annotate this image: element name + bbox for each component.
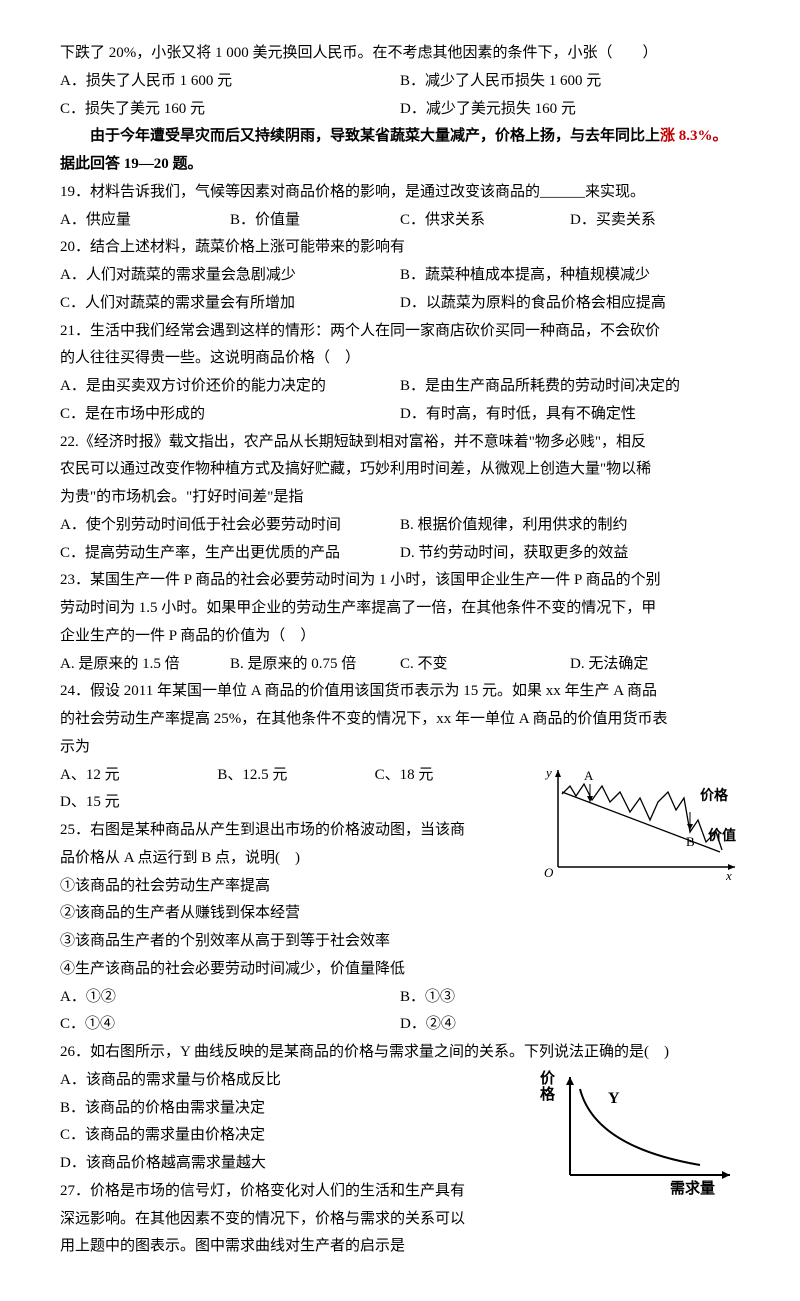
q24-stem-1: 24．假设 2011 年某国一单位 A 商品的价值用该国货币表示为 15 元。如… [60,678,740,706]
q25-opt-d: D．②④ [400,1011,740,1039]
q19-opt-a: A．供应量 [60,207,230,235]
q19-stem: 19．材料告诉我们，气候等因素对商品价格的影响，是通过改变该商品的______来… [60,179,740,207]
q21-opt-b: B．是由生产商品所耗费的劳动时间决定的 [400,373,740,401]
q22-stem-1: 22.《经济时报》载文指出，农产品从长期短缺到相对富裕，并不意味着"物多必贱"，… [60,429,740,457]
y-axis-label-1: 价 [540,1070,556,1087]
q21-stem-1: 21．生活中我们经常会遇到这样的情形：两个人在同一家商店砍价买同一种商品，不会砍… [60,318,740,346]
q21-opt-c: C．是在市场中形成的 [60,401,400,429]
q23-options: A. 是原来的 1.5 倍 B. 是原来的 0.75 倍 C. 不变 D. 无法… [60,651,740,679]
origin-label: O [544,865,554,880]
axis-y-label: y [544,765,552,780]
q24-opt-b: B、12.5 元 [217,762,374,790]
x-axis-label: 需求量 [670,1179,715,1197]
q24-stem-3: 示为 [60,734,740,762]
q26-q27-block: 价 格 Y 需求量 A．该商品的需求量与价格成反比 B．该商品的价格由需求量决定… [60,1067,740,1261]
q23-stem-1: 23．某国生产一件 P 商品的社会必要劳动时间为 1 小时，该国甲企业生产一件 … [60,567,740,595]
q22-options-row2: C．提高劳动生产率，生产出更优质的产品 D. 节约劳动时间，获取更多的效益 [60,540,740,568]
q20-opt-a: A．人们对蔬菜的需求量会急剧减少 [60,262,400,290]
q24-opt-a: A、12 元 [60,762,217,790]
q19-opt-d: D．买卖关系 [570,207,740,235]
q23-opt-b: B. 是原来的 0.75 倍 [230,651,400,679]
price-wave-chart: y x O A B 价格 价值 [540,762,740,882]
price-label: 价格 [700,787,729,804]
context-post: 据此回答 19—20 题。 [60,156,203,172]
q18-options-row1: A．损失了人民币 1 600 元 B．减少了人民币损失 1 600 元 [60,68,740,96]
q22-opt-d: D. 节约劳动时间，获取更多的效益 [400,540,740,568]
q21-opt-a: A．是由买卖双方讨价还价的能力决定的 [60,373,400,401]
point-a-label: A [584,768,594,783]
value-label: 价值 [708,827,736,844]
q23-opt-c: C. 不变 [400,651,570,679]
q21-options-row2: C．是在市场中形成的 D．有时高，有时低，具有不确定性 [60,401,740,429]
y-axis-label-2: 格 [540,1085,556,1103]
q24-q25-block: y x O A B 价格 价值 A、12 元 B、12.5 元 C、18 元 D… [60,762,740,1040]
q25-opt-b: B．①③ [400,984,740,1012]
q27-stem-3: 用上题中的图表示。图中需求曲线对生产者的启示是 [60,1233,740,1261]
q26-stem: 26．如右图所示，Y 曲线反映的是某商品的价格与需求量之间的关系。下列说法正确的… [60,1039,740,1067]
q21-options-row1: A．是由买卖双方讨价还价的能力决定的 B．是由生产商品所耗费的劳动时间决定的 [60,373,740,401]
q20-stem: 20．结合上述材料，蔬菜价格上涨可能带来的影响有 [60,234,740,262]
q21-stem-2: 的人往往买得贵一些。这说明商品价格（ ） [60,345,740,373]
q22-stem-2: 农民可以通过改变作物种植方式及搞好贮藏，巧妙利用时间差，从微观上创造大量"物以稀 [60,456,740,484]
q19-opt-b: B．价值量 [230,207,400,235]
q25-options-row2: C．①④ D．②④ [60,1011,740,1039]
q22-opt-b: B. 根据价值规律，利用供求的制约 [400,512,740,540]
q25-opt-a: A．①② [60,984,400,1012]
q18-opt-b: B．减少了人民币损失 1 600 元 [400,68,740,96]
q20-opt-c: C．人们对蔬菜的需求量会有所增加 [60,290,400,318]
q25-o2: ②该商品的生产者从赚钱到保本经营 [60,900,740,928]
q18-stem-cont: 下跌了 20%，小张又将 1 000 美元换回人民币。在不考虑其他因素的条件下，… [60,40,740,68]
q23-opt-a: A. 是原来的 1.5 倍 [60,651,230,679]
q21-opt-d: D．有时高，有时低，具有不确定性 [400,401,740,429]
q22-options-row1: A．使个别劳动时间低于社会必要劳动时间 B. 根据价值规律，利用供求的制约 [60,512,740,540]
q23-opt-d: D. 无法确定 [570,651,740,679]
axis-x-label: x [725,868,732,882]
q24-stem-2: 的社会劳动生产率提高 25%，在其他条件不变的情况下，xx 年一单位 A 商品的… [60,706,740,734]
q27-stem-2: 深远影响。在其他因素不变的情况下，价格与需求的关系可以 [60,1206,740,1234]
q22-stem-3: 为贵"的市场机会。"打好时间差"是指 [60,484,740,512]
q18-opt-a: A．损失了人民币 1 600 元 [60,68,400,96]
q25-o4: ④生产该商品的社会必要劳动时间减少，价值量降低 [60,956,740,984]
q24-opt-c: C、18 元 [375,762,532,790]
q22-opt-c: C．提高劳动生产率，生产出更优质的产品 [60,540,400,568]
context-red: 涨 8.3%。 [660,128,728,144]
q18-opt-c: C．损失了美元 160 元 [60,96,400,124]
q20-options-row2: C．人们对蔬菜的需求量会有所增加 D．以蔬菜为原料的食品价格会相应提高 [60,290,740,318]
q18-options-row2: C．损失了美元 160 元 D．减少了美元损失 160 元 [60,96,740,124]
q19-opt-c: C．供求关系 [400,207,570,235]
q24-options-row1: A、12 元 B、12.5 元 C、18 元 [60,762,532,790]
q22-opt-a: A．使个别劳动时间低于社会必要劳动时间 [60,512,400,540]
curve-y-label: Y [608,1090,620,1107]
q18-opt-d: D．减少了美元损失 160 元 [400,96,740,124]
context-pre: 由于今年遭受旱灾而后又持续阴雨，导致某省蔬菜大量减产，价格上扬，与去年同比上 [90,128,660,144]
q19-options: A．供应量 B．价值量 C．供求关系 D．买卖关系 [60,207,740,235]
context-19-20: 由于今年遭受旱灾而后又持续阴雨，导致某省蔬菜大量减产，价格上扬，与去年同比上涨 … [60,123,740,179]
q20-opt-d: D．以蔬菜为原料的食品价格会相应提高 [400,290,740,318]
q25-opt-c: C．①④ [60,1011,400,1039]
q25-o3: ③该商品生产者的个别效率从高于到等于社会效率 [60,928,740,956]
q20-options-row1: A．人们对蔬菜的需求量会急剧减少 B．蔬菜种植成本提高，种植规模减少 [60,262,740,290]
q23-stem-3: 企业生产的一件 P 商品的价值为（ ） [60,623,740,651]
q20-opt-b: B．蔬菜种植成本提高，种植规模减少 [400,262,740,290]
q25-options-row1: A．①② B．①③ [60,984,740,1012]
q23-stem-2: 劳动时间为 1.5 小时。如果甲企业的劳动生产率提高了一倍，在其他条件不变的情况… [60,595,740,623]
point-b-label: B [686,834,695,849]
